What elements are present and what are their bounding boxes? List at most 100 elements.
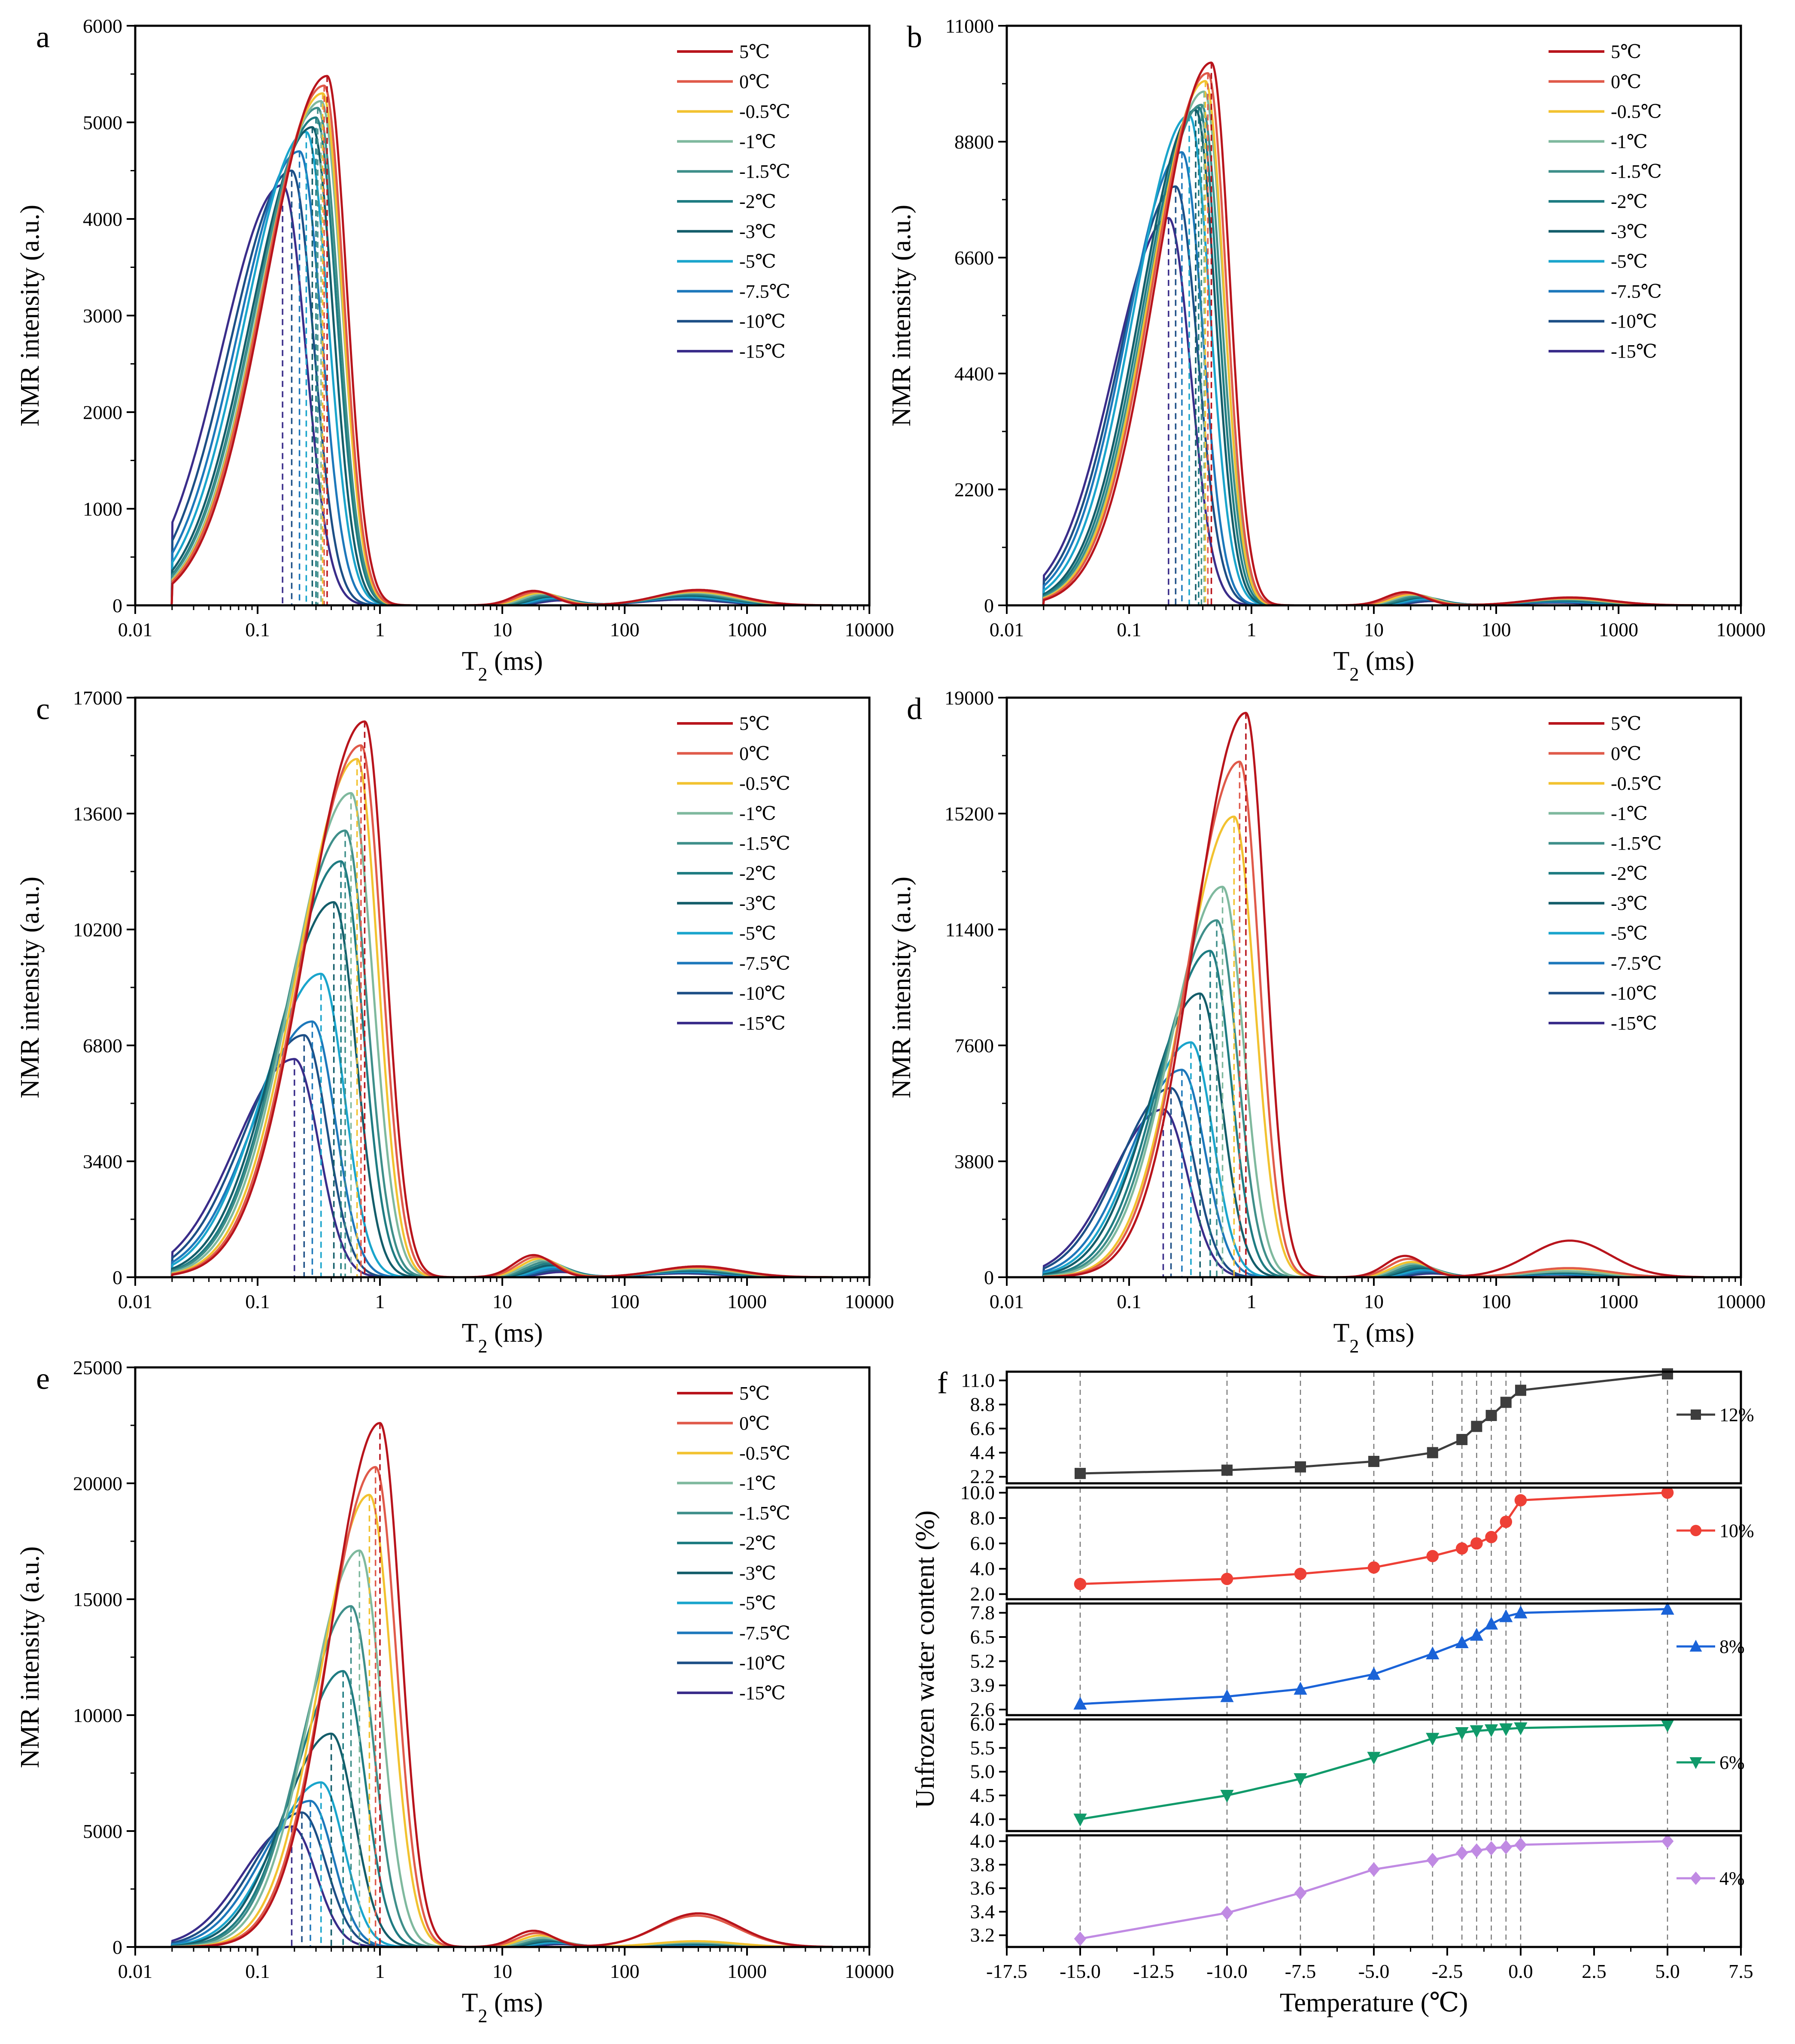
curves-group [1041,61,1704,605]
x-tick-label: 0.0 [1508,1960,1533,1982]
y-tick-label: 8.8 [970,1393,995,1415]
x-tick-label: 0.1 [1117,619,1142,641]
y-tick-label: 15200 [945,803,994,825]
x-tick-label: -7.5 [1285,1960,1316,1982]
data-point [1426,1550,1439,1562]
x-tick-label: 10000 [1716,1291,1766,1312]
x-tick-label: 10 [492,619,512,641]
data-point [1220,1689,1234,1702]
x-axis-label: T2 (ms) [462,1988,543,2026]
subplot-10%: 2.0 4.0 6.0 8.0 10.0 10% [960,1482,1754,1605]
y-tick-label: 11000 [945,15,994,37]
x-tick-label: 1 [375,1960,385,1982]
y-tick-label: 10000 [73,1704,122,1726]
y-tick-label: 4.0 [970,1830,995,1852]
legend-label: 0℃ [739,743,770,764]
x-axis-label-subscript: 2 [1349,1336,1359,1357]
panel-letter: b [907,20,922,54]
y-tick-label: 2.0 [970,1583,995,1605]
data-point [1514,1605,1528,1619]
series-line--0.5℃ [169,1494,832,1947]
legend-label: 0℃ [1611,743,1641,764]
panel-letter: f [937,1366,948,1400]
x-tick-label: 10000 [845,619,894,641]
y-tick-label: 4.5 [970,1784,995,1806]
legend-label: -0.5℃ [739,1443,790,1464]
series-line-5℃ [169,720,832,1277]
legend-label: -1.5℃ [1611,161,1662,182]
data-point [1691,1409,1701,1420]
data-point [1514,1837,1527,1852]
subplot-frame [1005,1602,1742,1716]
y-tick-label: 4000 [83,208,122,230]
data-point [1661,1486,1674,1499]
series-line--2℃ [1041,950,1704,1277]
y-tick-label: 4.0 [970,1808,995,1830]
panel-letter: a [36,20,50,54]
y-axis-label: NMR intensity (a.u.) [15,1546,45,1768]
x-tick-label: 0.1 [245,1291,270,1312]
legend-label: -7.5℃ [1611,281,1662,302]
legend-label: 0℃ [739,71,770,92]
x-tick-label: 100 [610,1960,640,1982]
x-tick-label: 0.1 [245,619,270,641]
y-tick-label: 5.5 [970,1737,995,1759]
x-tick-label: 100 [1482,1291,1511,1312]
legend-label: -0.5℃ [1611,773,1662,794]
x-tick-label: 0.01 [118,1960,153,1982]
data-point [1470,1843,1483,1858]
y-axis-label: Unfrozen water content (%) [911,1510,940,1808]
data-point [1426,1853,1439,1868]
x-tick-label: 1 [375,619,385,641]
y-axis-label: NMR intensity (a.u.) [15,877,45,1099]
legend-label: 5℃ [739,41,770,62]
data-point [1689,1640,1702,1652]
data-point [1426,1646,1440,1659]
y-tick-label: 8800 [954,131,994,153]
legend-label: -10℃ [1611,983,1657,1004]
series-line--0.5℃ [169,92,832,605]
data-point [1221,1464,1233,1476]
data-point [1073,1697,1087,1710]
data-point [1368,1456,1379,1467]
legend-label: 12% [1719,1404,1754,1425]
legend-label: -15℃ [739,1013,786,1034]
y-tick-label: 3400 [83,1151,122,1172]
nmr-panel-c: 0.01 0.1 1 10 100 1000 10000 0 3400 6800 10200 1360… [15,687,894,1357]
legend-label: -10℃ [739,1652,786,1673]
data-point [1294,1773,1307,1786]
legend-label: -15℃ [1611,341,1657,362]
data-point [1485,1531,1497,1543]
data-point [1485,1409,1497,1421]
data-point [1661,1719,1674,1733]
data-point [1221,1573,1233,1585]
data-point [1470,1725,1483,1738]
legend-label: -2℃ [1611,191,1648,212]
y-tick-label: 6600 [954,247,994,269]
x-tick-label: 0.1 [245,1960,270,1982]
unfrozen-water-panel-f: f 2.24.46.68.811.012%2.04.06.08.010.010%2… [911,1366,1754,2017]
x-axis-label-subscript: 2 [478,2005,487,2026]
data-point [1295,1461,1306,1473]
y-tick-label: 5.2 [970,1650,995,1672]
data-point [1426,1733,1440,1746]
data-point [1074,1931,1087,1946]
y-tick-label: 5000 [83,1820,122,1842]
panel-letter: c [36,692,50,726]
series-line-0℃ [169,84,832,605]
data-point [1294,1886,1307,1901]
series-line--1℃ [169,1549,832,1947]
legend-label: -7.5℃ [739,953,790,974]
subplot-12%: 2.24.46.6 8.811.0 12% [961,1368,1754,1488]
x-tick-label: 7.5 [1728,1960,1753,1982]
legend-label: 10% [1719,1520,1754,1541]
y-tick-label: 2000 [83,401,122,423]
legend-label: -3℃ [739,893,776,914]
data-point [1367,1667,1381,1680]
x-tick-label: -2.5 [1432,1960,1463,1982]
x-tick-label: 0.1 [1117,1291,1142,1312]
x-tick-label: 10 [1364,1291,1384,1312]
data-point [1455,1542,1468,1555]
series-line--7.5℃ [169,150,832,605]
x-tick-label: 1000 [727,1960,767,1982]
